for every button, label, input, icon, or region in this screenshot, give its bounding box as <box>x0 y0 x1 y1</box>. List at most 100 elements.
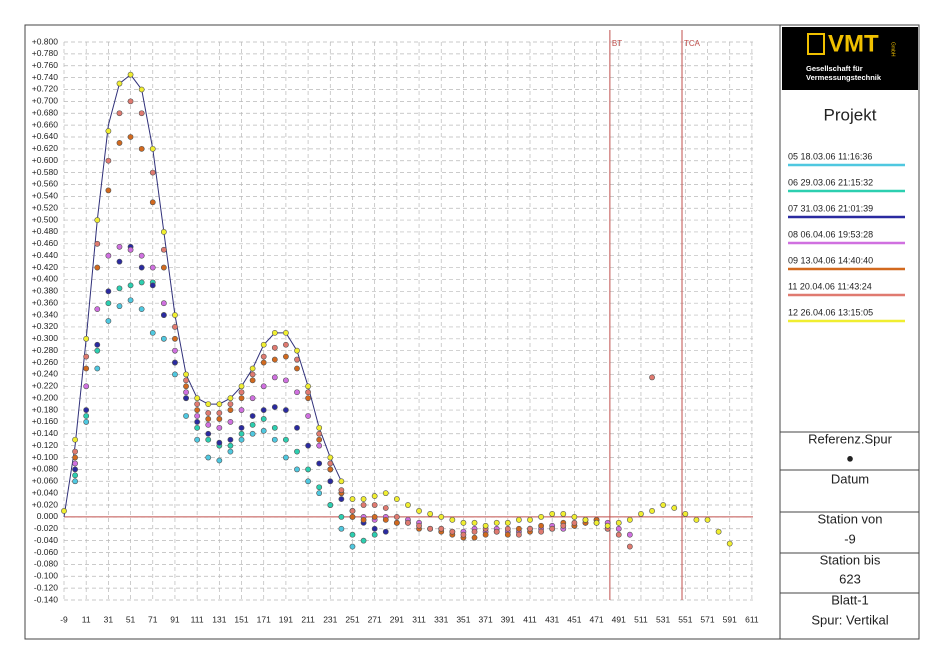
x-tick-label: 531 <box>656 614 670 624</box>
data-point <box>527 525 533 532</box>
reference-line <box>63 73 342 517</box>
data-point <box>160 229 167 235</box>
data-point <box>260 416 267 422</box>
y-tick-label: +0.060 <box>32 476 59 486</box>
y-tick-label: +0.040 <box>32 487 59 497</box>
data-point <box>316 490 323 497</box>
legend-label: 11 20.04.06 11:43:24 <box>788 281 872 291</box>
data-point <box>316 460 323 467</box>
data-point <box>283 377 289 384</box>
data-point <box>72 436 78 443</box>
x-tick-label: 291 <box>390 614 404 624</box>
data-point <box>183 395 189 402</box>
data-point <box>271 424 278 431</box>
logo-icon <box>807 33 825 55</box>
data-point <box>360 516 367 523</box>
data-point <box>94 264 101 271</box>
data-point <box>249 365 256 372</box>
data-point <box>216 439 223 446</box>
panel-text: 623 <box>839 571 861 586</box>
data-point <box>283 407 289 413</box>
data-point <box>260 407 267 413</box>
data-point <box>94 306 101 313</box>
data-point <box>94 347 101 354</box>
data-point <box>138 264 145 271</box>
data-point <box>61 508 67 514</box>
data-point <box>183 413 189 419</box>
panel-text: Referenz.Spur <box>808 431 892 446</box>
data-point <box>271 374 278 381</box>
data-point <box>127 98 134 105</box>
data-point <box>393 513 400 520</box>
y-tick-label: +0.280 <box>32 345 59 355</box>
panel-text: -9 <box>844 531 856 546</box>
data-point <box>194 419 201 425</box>
data-point <box>571 519 578 526</box>
data-point <box>338 487 345 494</box>
data-point <box>238 389 245 396</box>
data-point <box>205 421 212 428</box>
data-point <box>693 516 700 523</box>
y-tick-label: -0.120 <box>34 582 58 592</box>
logo-text: VMT <box>828 30 879 57</box>
data-point <box>504 525 511 532</box>
data-point <box>427 525 434 532</box>
data-point <box>460 531 467 538</box>
x-tick-label: 231 <box>323 614 337 624</box>
y-tick-label: +0.120 <box>32 440 59 450</box>
legend-label: 12 26.04.06 13:15:05 <box>788 307 873 317</box>
data-point <box>715 528 722 535</box>
data-point <box>416 508 422 514</box>
data-point <box>105 157 112 164</box>
data-point <box>516 531 522 538</box>
data-point <box>149 264 156 271</box>
x-tick-label: 351 <box>456 614 470 624</box>
data-point <box>349 531 356 538</box>
data-point <box>160 264 167 271</box>
data-point <box>83 365 90 372</box>
x-tick-label: -9 <box>60 614 68 624</box>
data-point <box>349 513 356 520</box>
y-tick-label: +0.500 <box>32 214 59 224</box>
data-point <box>116 243 123 250</box>
data-point <box>283 454 289 461</box>
data-point <box>327 478 334 485</box>
data-point <box>316 436 323 443</box>
data-point <box>471 528 478 535</box>
data-point <box>172 347 178 354</box>
data-point <box>349 496 356 502</box>
data-point <box>149 199 156 206</box>
data-point <box>138 279 145 286</box>
data-point <box>271 436 278 443</box>
data-point <box>194 407 201 413</box>
y-tick-label: +0.240 <box>32 369 59 379</box>
data-point <box>327 502 334 508</box>
data-point <box>294 365 300 372</box>
data-point <box>138 306 145 313</box>
data-point <box>249 371 256 378</box>
data-point <box>305 395 311 402</box>
data-point <box>172 335 178 342</box>
data-point <box>393 519 400 526</box>
x-tick-label: 591 <box>723 614 737 624</box>
y-tick-label: +0.400 <box>32 274 59 284</box>
data-point <box>615 525 622 532</box>
data-point <box>405 519 411 526</box>
marker-label: BT <box>612 39 622 48</box>
data-point <box>382 516 389 523</box>
x-tick-label: 171 <box>257 614 271 624</box>
y-tick-label: -0.140 <box>34 594 58 604</box>
y-tick-label: +0.300 <box>32 333 59 343</box>
data-point <box>649 508 655 514</box>
data-point <box>149 329 156 336</box>
data-point <box>227 401 234 408</box>
data-point <box>194 436 201 443</box>
x-tick-label: 371 <box>479 614 493 624</box>
data-point <box>427 511 434 517</box>
data-point <box>305 383 311 390</box>
data-point <box>316 430 323 437</box>
x-tick-label: 51 <box>126 614 136 624</box>
data-point <box>238 395 245 402</box>
data-point <box>149 282 156 289</box>
data-point <box>538 513 544 520</box>
